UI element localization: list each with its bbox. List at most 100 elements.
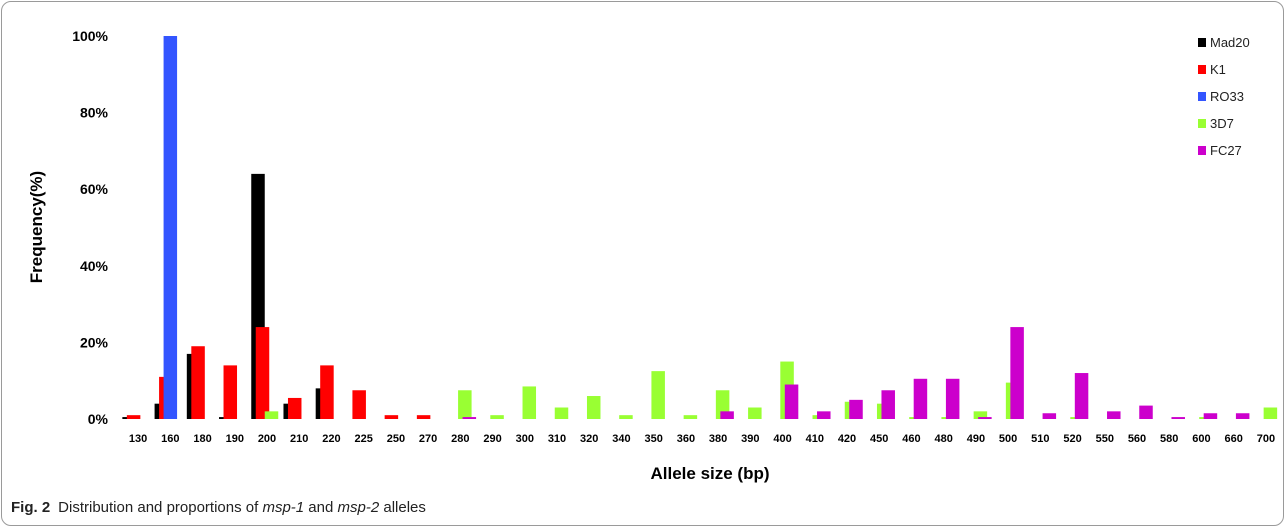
y-tick-label: 80%	[80, 105, 109, 121]
bar-3d7-200	[264, 411, 279, 419]
bar-fc27-520	[1074, 373, 1089, 419]
x-tick-label: 450	[870, 433, 888, 445]
bar-k1-180	[191, 346, 205, 419]
bar-fc27-380	[720, 411, 734, 419]
bar-3d7-300	[522, 386, 537, 419]
x-tick-label: 310	[548, 433, 566, 445]
legend-swatch-fc27	[1198, 146, 1206, 155]
bar-ro33-160	[163, 36, 178, 419]
bar-k1-250	[384, 415, 399, 419]
x-tick-label: 510	[1031, 433, 1049, 445]
x-tick-label: 290	[483, 433, 501, 445]
x-tick-label: 180	[193, 433, 211, 445]
bar-k1-130	[126, 415, 141, 419]
bar-fc27-420	[849, 399, 863, 419]
caption-gene-1: msp-1	[262, 499, 305, 516]
x-axis-label: Allele size (bp)	[650, 464, 769, 483]
legend-label-ro33: RO33	[1210, 89, 1244, 104]
x-tick-label: 500	[999, 433, 1017, 445]
bar-3d7-490	[973, 411, 988, 419]
x-tick-label: 200	[258, 433, 276, 445]
x-tick-label: 460	[902, 433, 920, 445]
x-tick-label: 190	[226, 433, 244, 445]
x-tick-label: 380	[709, 433, 727, 445]
bar-k1-225	[352, 390, 366, 419]
bar-k1-190	[223, 365, 238, 419]
x-tick-label: 320	[580, 433, 598, 445]
bar-3d7-700	[1263, 407, 1278, 419]
legend-label-k1: K1	[1210, 62, 1226, 77]
bar-3d7-290	[490, 415, 504, 419]
bar-fc27-510	[1042, 413, 1057, 419]
x-tick-label: 600	[1192, 433, 1210, 445]
y-axis-label: Frequency(%)	[27, 171, 46, 283]
bar-fc27-480	[945, 378, 960, 419]
x-tick-label: 550	[1096, 433, 1114, 445]
bars	[122, 36, 1278, 420]
legend: Mad20 K1 RO33 3D7 FC27	[1198, 35, 1250, 158]
x-tick-label: 520	[1063, 433, 1081, 445]
x-tick-label: 130	[129, 433, 147, 445]
bar-fc27-400	[784, 384, 799, 419]
caption-text-before: Distribution and proportions of	[58, 499, 263, 516]
y-tick-label: 0%	[88, 411, 109, 427]
x-tick-label: 225	[354, 433, 372, 445]
bar-3d7-310	[554, 407, 569, 419]
legend-swatch-3d7	[1198, 119, 1206, 128]
caption-text-after: alleles	[379, 499, 426, 516]
bar-fc27-490	[978, 417, 992, 419]
bar-k1-200	[255, 327, 270, 419]
bar-fc27-500	[1010, 327, 1024, 419]
bar-3d7-360	[683, 415, 698, 419]
y-axis-ticks: 0% 20% 40% 60% 80% 100%	[72, 28, 108, 427]
bar-fc27-580	[1171, 417, 1185, 419]
y-tick-label: 60%	[80, 181, 109, 197]
caption-text-mid: and	[304, 499, 338, 516]
y-tick-label: 40%	[80, 258, 109, 274]
x-tick-label: 420	[838, 433, 856, 445]
bar-fc27-450	[881, 390, 895, 419]
x-tick-label: 660	[1224, 433, 1242, 445]
x-tick-label: 160	[161, 433, 179, 445]
bar-fc27-280	[462, 417, 477, 419]
x-tick-label: 280	[451, 433, 469, 445]
x-axis-ticks: 130 160 180 190 200 210 220 225 250 270 280 290 300 3…	[129, 433, 1275, 445]
bar-k1-270	[416, 415, 431, 419]
x-tick-label: 490	[967, 433, 985, 445]
legend-label-mad20: Mad20	[1210, 35, 1250, 50]
x-tick-label: 390	[741, 433, 759, 445]
legend-label-3d7: 3D7	[1210, 116, 1234, 131]
x-tick-label: 270	[419, 433, 437, 445]
bar-fc27-660	[1235, 413, 1250, 419]
bar-3d7-350	[651, 371, 665, 420]
x-tick-label: 300	[516, 433, 534, 445]
x-tick-label: 410	[806, 433, 824, 445]
x-tick-label: 560	[1128, 433, 1146, 445]
caption-figure-label: Fig. 2	[11, 499, 51, 516]
caption-gene-2: msp-2	[337, 499, 380, 516]
bar-fc27-410	[817, 411, 831, 419]
bar-chart: 0% 20% 40% 60% 80% 100% 130 160 180 190 200 210 220…	[27, 28, 1278, 483]
x-tick-label: 360	[677, 433, 695, 445]
bar-fc27-460	[913, 378, 928, 419]
x-tick-label: 400	[773, 433, 791, 445]
legend-label-fc27: FC27	[1210, 143, 1242, 158]
legend-swatch-ro33	[1198, 92, 1206, 101]
x-tick-label: 210	[290, 433, 308, 445]
bar-3d7-280	[458, 390, 472, 419]
bar-fc27-600	[1203, 413, 1218, 419]
bar-3d7-340	[619, 415, 633, 419]
bar-fc27-560	[1139, 405, 1153, 419]
bar-3d7-320	[586, 396, 601, 419]
legend-swatch-k1	[1198, 65, 1206, 74]
x-tick-label: 250	[387, 433, 405, 445]
bar-k1-220	[320, 365, 334, 419]
bar-3d7-390	[748, 407, 762, 419]
y-tick-label: 100%	[72, 28, 108, 44]
figure-caption: Fig. 2 Distribution and proportions of ms…	[11, 499, 426, 516]
x-tick-label: 480	[934, 433, 952, 445]
x-tick-label: 220	[322, 433, 340, 445]
bar-fc27-550	[1107, 411, 1121, 419]
bar-k1-210	[287, 397, 302, 419]
